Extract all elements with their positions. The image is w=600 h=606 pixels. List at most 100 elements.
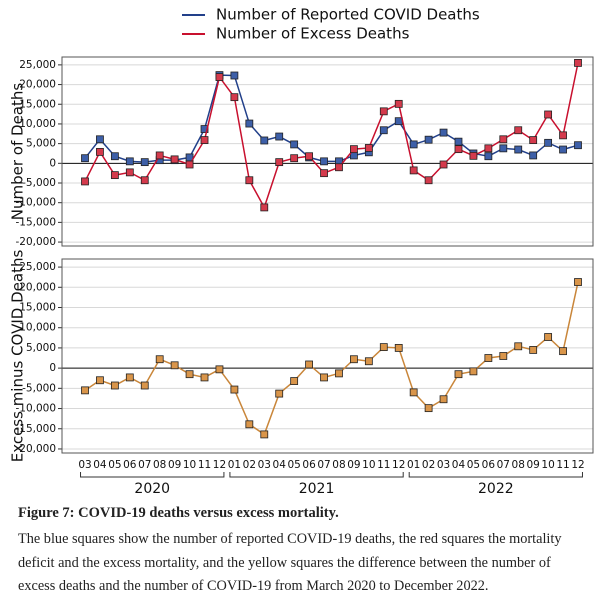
marker [290,154,299,163]
marker [200,373,209,382]
y-tick-label: -5,000 [22,177,56,189]
x-tick-label: 04 [452,459,466,471]
x-tick-label: 03 [258,459,271,471]
y-tick-label: 20,000 [19,281,56,293]
marker [559,131,567,140]
marker [394,99,403,108]
marker [544,138,553,147]
marker [155,355,164,364]
legend-label: Number of Excess Deaths [216,25,410,43]
y-tick-label: -20,000 [15,443,56,455]
x-tick-label: 11 [377,459,390,471]
marker [155,151,164,160]
marker [574,278,582,286]
marker [125,157,134,166]
marker [335,369,343,378]
y-tick-label: 5,000 [26,342,56,354]
y-tick-label: 5,000 [26,138,56,150]
marker [305,152,313,161]
x-tick-label: 01 [407,459,420,471]
marker [559,347,567,356]
x-tick-label: 09 [526,459,539,471]
y-tick-label: 25,000 [19,59,56,71]
y-tick-label: -20,000 [15,236,56,248]
x-tick-label: 11 [556,459,569,471]
y-tick-label: -15,000 [15,216,56,228]
marker [409,388,418,397]
marker [290,377,299,385]
y-tick-label: 10,000 [19,322,56,334]
x-tick-label: 02 [422,459,435,471]
y-axis-title: Excess minus COVID Deaths [9,250,27,463]
marker [424,404,433,413]
marker [140,176,149,185]
marker [439,160,448,169]
x-tick-label: 12 [571,459,584,471]
caption-title: Figure 7: COVID-19 deaths versus excess … [18,505,339,521]
x-tick-label: 07 [138,459,151,471]
marker [469,151,478,160]
marker [185,160,194,169]
marker [320,373,328,382]
marker [275,158,284,167]
x-tick-label: 05 [287,459,300,471]
group-bracket [408,472,583,478]
x-tick-label: 05 [108,459,121,471]
x-tick-label: 02 [243,459,256,471]
y-tick-label: 15,000 [19,302,56,314]
marker [230,385,239,394]
marker [529,136,538,144]
marker [439,128,448,137]
marker [544,333,553,341]
marker [350,145,358,154]
plot-frame [61,56,594,247]
marker [110,381,119,390]
x-tick-label: 03 [78,459,91,471]
marker [499,135,508,144]
y-tick-label: 0 [49,362,56,374]
marker [125,373,134,382]
marker [260,430,269,439]
x-tick-label: 06 [123,459,137,471]
marker [454,370,463,379]
marker [140,158,149,167]
marker [379,126,388,135]
x-tick-label: 06 [302,459,316,471]
marker [529,346,538,354]
marker [350,355,358,364]
x-tick-label: 01 [228,459,241,471]
x-tick-label: 03 [437,459,450,471]
marker [529,151,538,160]
marker [110,171,119,180]
series-line [84,62,579,210]
marker [514,145,523,154]
marker [215,73,224,81]
marker [514,342,523,351]
marker [454,145,463,154]
marker [514,126,523,135]
x-tick-label: 10 [362,459,375,471]
plot-frame [61,258,594,454]
marker [409,140,418,149]
marker [81,386,89,395]
marker [290,140,299,149]
marker [305,360,313,369]
y-tick-label: -10,000 [15,403,56,415]
x-tick-label: 05 [467,459,480,471]
y-tick-label: -15,000 [15,423,56,435]
x-tick-label: 09 [168,459,181,471]
marker [275,132,284,141]
marker [424,176,433,185]
marker [260,203,269,212]
x-tick-label: 04 [93,459,107,471]
marker [320,169,328,178]
marker [110,152,119,161]
marker [170,155,179,164]
marker [424,135,433,144]
marker [454,137,463,146]
marker [275,389,284,398]
marker [394,344,403,352]
marker [140,381,149,390]
caption: Figure 7: COVID-19 deaths versus excess … [18,505,578,599]
